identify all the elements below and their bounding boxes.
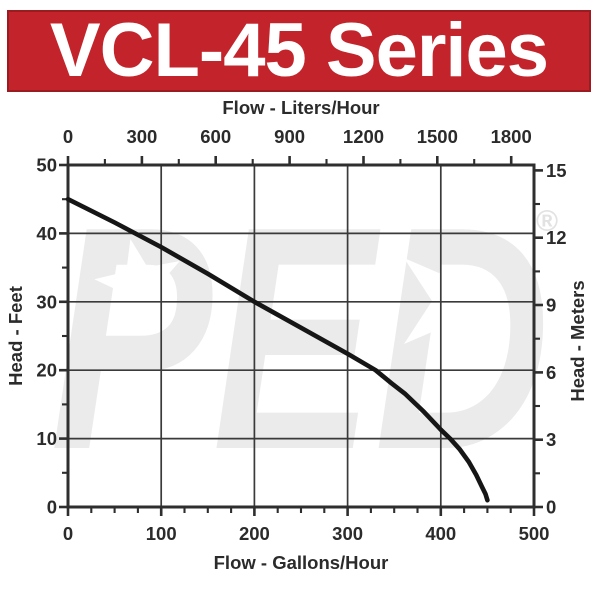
svg-text:10: 10 [36,428,57,449]
svg-text:1200: 1200 [343,126,384,147]
svg-text:40: 40 [36,223,57,244]
svg-text:20: 20 [36,360,57,381]
svg-text:1500: 1500 [417,126,458,147]
svg-text:500: 500 [519,523,550,544]
watermark: PED ® [50,161,558,516]
svg-text:50: 50 [36,155,57,176]
svg-text:3: 3 [546,429,556,450]
svg-text:200: 200 [239,523,270,544]
watermark-text: PED [50,161,550,516]
svg-text:9: 9 [546,295,556,316]
svg-text:0: 0 [63,126,73,147]
svg-text:100: 100 [146,523,177,544]
svg-text:1800: 1800 [491,126,532,147]
pump-curve-line [65,196,490,503]
right-axis-title: Head - Meters [567,280,588,401]
svg-text:15: 15 [546,160,567,181]
svg-text:400: 400 [425,523,456,544]
svg-text:300: 300 [126,126,157,147]
svg-text:12: 12 [546,227,567,248]
registered-trademark-icon: ® [536,205,558,238]
series-banner: VCL-45 Series [7,10,591,92]
left-axis-title: Head - Feet [5,286,26,386]
svg-text:0: 0 [546,497,556,518]
svg-text:300: 300 [332,523,363,544]
svg-text:30: 30 [36,291,57,312]
svg-text:900: 900 [274,126,305,147]
star-icon [94,239,180,326]
svg-text:0: 0 [63,523,73,544]
svg-text:600: 600 [200,126,231,147]
top-axis-title: Flow - Liters/Hour [222,97,379,118]
svg-text:0: 0 [47,497,57,518]
series-title: VCL-45 Series [49,8,549,93]
svg-text:6: 6 [546,362,556,383]
bottom-axis-title: Flow - Gallons/Hour [214,552,389,573]
